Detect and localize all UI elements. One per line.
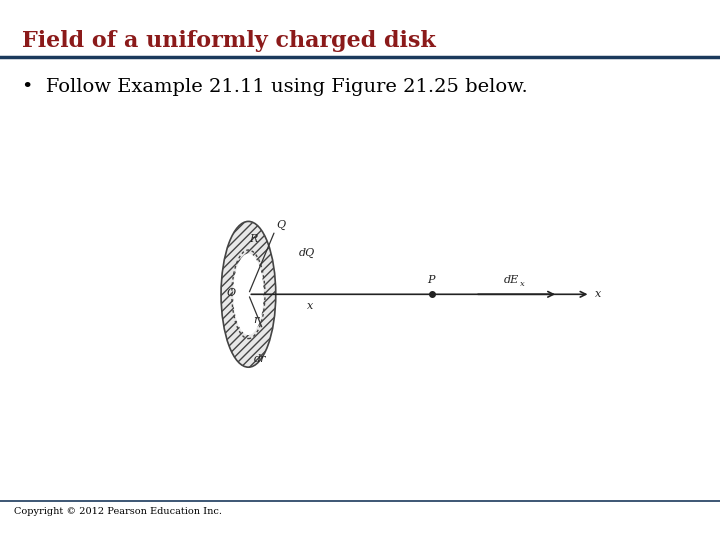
Text: x: x — [520, 280, 525, 288]
Text: O: O — [227, 288, 236, 298]
Ellipse shape — [233, 254, 264, 335]
Text: r: r — [253, 315, 258, 325]
Text: x: x — [595, 289, 601, 299]
Text: Copyright © 2012 Pearson Education Inc.: Copyright © 2012 Pearson Education Inc. — [14, 507, 222, 516]
Text: Q: Q — [276, 219, 286, 230]
Text: Field of a uniformly charged disk: Field of a uniformly charged disk — [22, 30, 436, 52]
Text: x: x — [307, 301, 312, 312]
Text: •  Follow Example 21.11 using Figure 21.25 below.: • Follow Example 21.11 using Figure 21.2… — [22, 78, 527, 96]
Text: P: P — [427, 275, 434, 285]
Text: dQ: dQ — [299, 248, 315, 258]
Text: dr: dr — [253, 354, 266, 364]
Text: dE: dE — [504, 275, 519, 285]
Ellipse shape — [221, 221, 276, 367]
Text: R: R — [249, 234, 258, 244]
